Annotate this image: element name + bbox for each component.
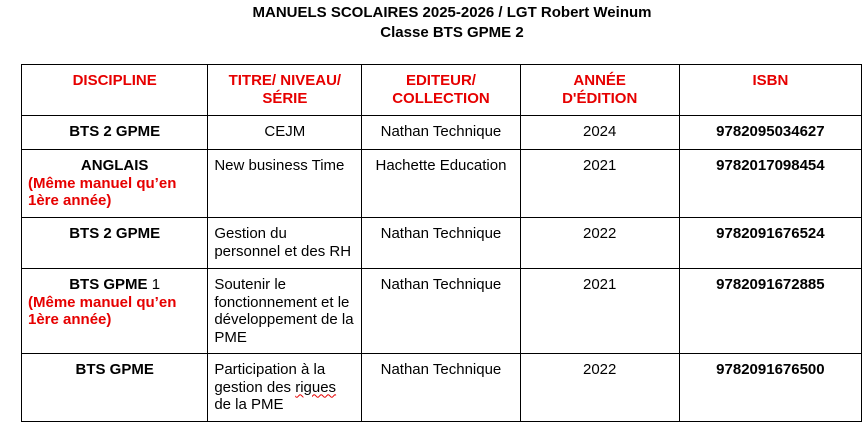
discipline-label: ANGLAIS (80, 157, 149, 174)
cell-discipline: BTS GPME (20, 353, 209, 422)
header-annee-line1: ANNÉE (573, 72, 626, 89)
cell-title: Soutenir le fonctionnement et le dévelop… (207, 268, 363, 354)
book-title: Soutenir le fonctionnement et le dévelop… (214, 276, 354, 346)
discipline-label: BTS GPME (69, 276, 148, 293)
document-subtitle: Classe BTS GPME 2 (380, 24, 524, 41)
book-title-end: de la PME (214, 396, 284, 413)
header-annee-line2: D'ÉDITION (562, 89, 638, 107)
book-title-start: Participation à la gestion des (214, 361, 326, 396)
discipline-note: (Même manuel qu’en 1ère année) (28, 174, 177, 210)
table-row: BTS 2 GPME Gestion du personnel et des R… (20, 217, 863, 269)
publisher: Nathan Technique (380, 276, 502, 293)
cell-editeur: Nathan Technique (361, 217, 521, 269)
header-titre-line1: TITRE/ NIVEAU/ (228, 72, 342, 89)
cell-isbn: 9782091676500 (678, 353, 863, 422)
misspelled-word: rigues (295, 378, 337, 396)
textbook-table: DISCIPLINE TITRE/ NIVEAU/ SÉRIE EDITEUR/… (20, 64, 863, 422)
header-editeur-line2: COLLECTION (392, 89, 490, 107)
discipline-label: BTS 2 GPME (69, 123, 161, 140)
book-title: Gestion du personnel et des RH (214, 225, 352, 260)
cell-title: Participation à la gestion des rigues de… (207, 353, 363, 422)
publisher: Nathan Technique (380, 123, 502, 140)
isbn-value: 9782091676524 (716, 225, 825, 242)
isbn-value: 9782091676500 (716, 361, 825, 378)
header-discipline: DISCIPLINE (20, 64, 209, 116)
cell-annee: 2021 (519, 268, 680, 354)
header-discipline-label: DISCIPLINE (72, 72, 157, 89)
publisher: Nathan Technique (380, 361, 502, 378)
table-row: BTS 2 GPME CEJM Nathan Technique 2024 97… (20, 115, 863, 150)
edition-year: 2022 (583, 361, 617, 378)
document-header: MANUELS SCOLAIRES 2025-2026 / LGT Robert… (0, 3, 868, 43)
cell-annee: 2022 (519, 217, 680, 269)
cell-discipline: BTS GPME 1 (Même manuel qu’en 1ère année… (20, 268, 209, 354)
header-annee: ANNÉE D'ÉDITION (519, 64, 680, 116)
cell-editeur: Nathan Technique (361, 115, 521, 150)
cell-discipline: BTS 2 GPME (20, 115, 209, 150)
edition-year: 2021 (583, 157, 617, 174)
header-editeur-line1: EDITEUR/ (405, 72, 476, 89)
book-title: New business Time (214, 157, 345, 174)
cell-annee: 2024 (519, 115, 680, 150)
publisher: Hachette Education (375, 157, 507, 174)
header-editeur: EDITEUR/ COLLECTION (361, 64, 521, 116)
document-title: MANUELS SCOLAIRES 2025-2026 / LGT Robert… (252, 4, 652, 21)
cell-isbn: 9782091676524 (678, 217, 863, 269)
table-row: BTS GPME 1 (Même manuel qu’en 1ère année… (20, 268, 863, 354)
cell-discipline: BTS 2 GPME (20, 217, 209, 269)
isbn-value: 9782095034627 (716, 123, 825, 140)
header-titre: TITRE/ NIVEAU/ SÉRIE (207, 64, 363, 116)
cell-discipline: ANGLAIS (Même manuel qu’en 1ère année) (20, 149, 209, 218)
cell-annee: 2022 (519, 353, 680, 422)
isbn-value: 9782091672885 (716, 276, 825, 293)
table-row: BTS GPME Participation à la gestion des … (20, 353, 863, 422)
cell-isbn: 9782095034627 (678, 115, 863, 150)
edition-year: 2021 (583, 276, 617, 293)
discipline-label: BTS 2 GPME (69, 225, 161, 242)
header-isbn-label: ISBN (752, 72, 789, 89)
cell-editeur: Nathan Technique (361, 268, 521, 354)
cell-annee: 2021 (519, 149, 680, 218)
header-isbn: ISBN (678, 64, 863, 116)
table-header-row: DISCIPLINE TITRE/ NIVEAU/ SÉRIE EDITEUR/… (20, 64, 863, 116)
edition-year: 2024 (583, 123, 617, 140)
discipline-note: (Même manuel qu’en 1ère année) (28, 293, 177, 329)
book-title: CEJM (264, 123, 306, 140)
cell-title: CEJM (207, 115, 363, 150)
cell-title: Gestion du personnel et des RH (207, 217, 363, 269)
discipline-suffix: 1 (147, 276, 161, 293)
header-titre-line2: SÉRIE (262, 89, 308, 107)
cell-isbn: 9782017098454 (678, 149, 863, 218)
edition-year: 2022 (583, 225, 617, 242)
cell-isbn: 9782091672885 (678, 268, 863, 354)
publisher: Nathan Technique (380, 225, 502, 242)
cell-editeur: Hachette Education (361, 149, 521, 218)
cell-editeur: Nathan Technique (361, 353, 521, 422)
table-row: ANGLAIS (Même manuel qu’en 1ère année) N… (20, 149, 863, 218)
discipline-label: BTS GPME (75, 361, 154, 378)
isbn-value: 9782017098454 (716, 157, 825, 174)
cell-title: New business Time (207, 149, 363, 218)
